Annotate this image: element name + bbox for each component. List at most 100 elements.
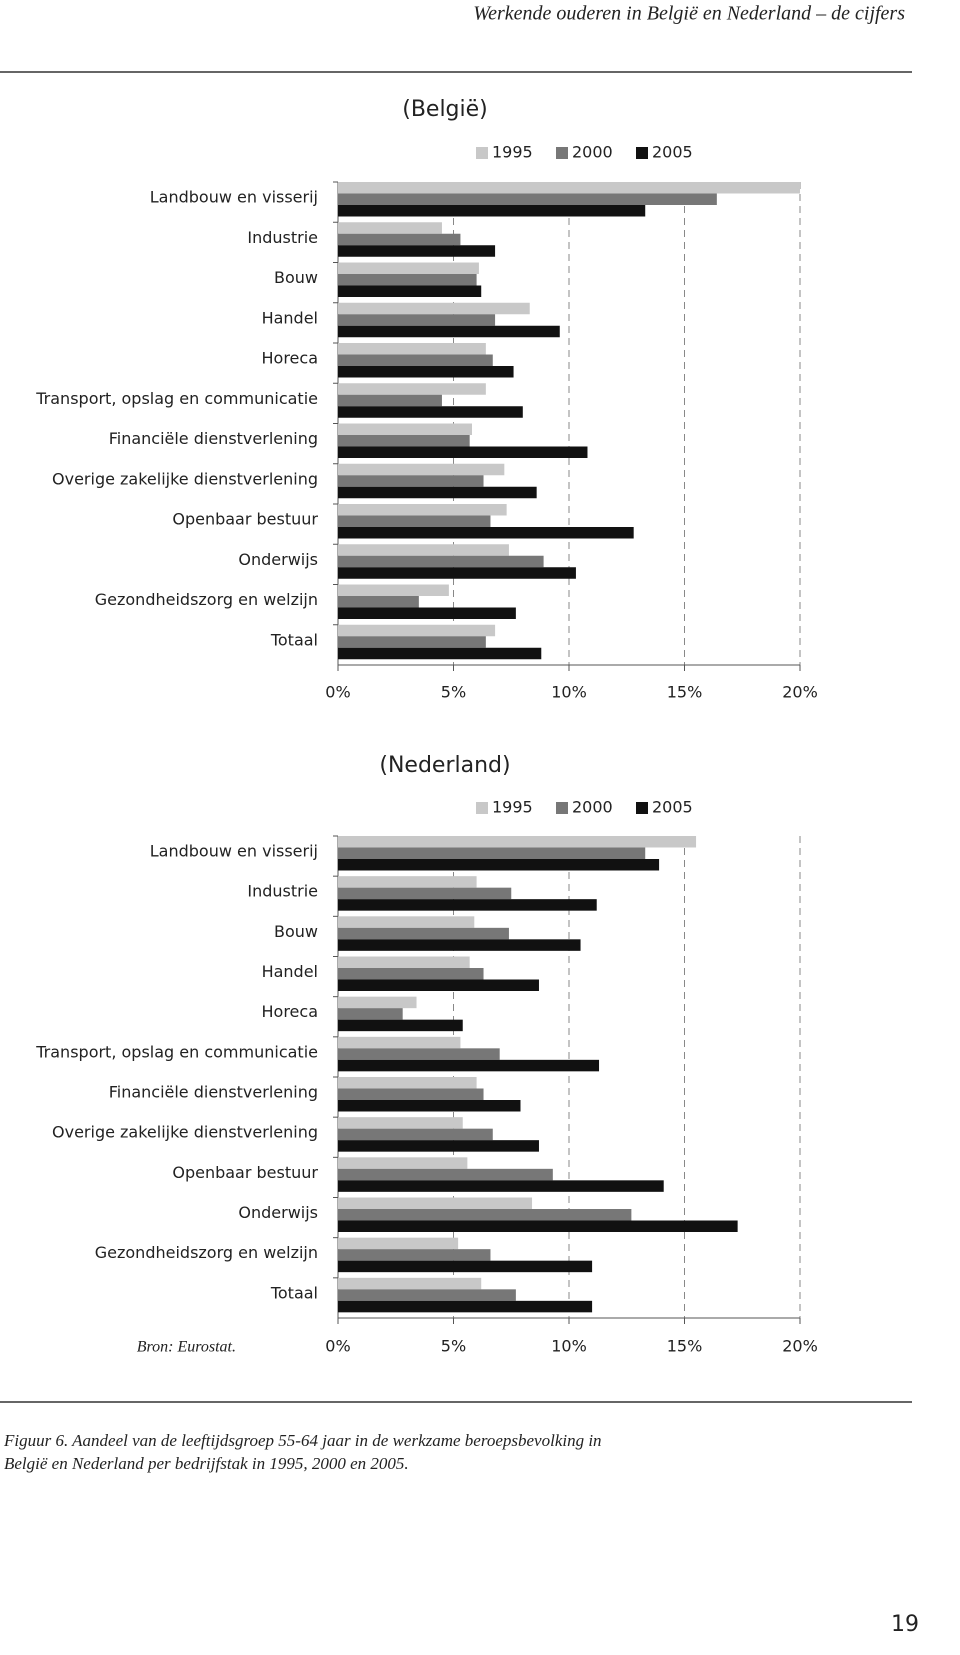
bar bbox=[338, 567, 576, 579]
bar bbox=[338, 1260, 593, 1273]
bar bbox=[338, 446, 588, 458]
legend-label: 1995 bbox=[492, 143, 533, 162]
bar bbox=[338, 1059, 600, 1072]
source-note: Bron: Eurostat. bbox=[137, 1339, 236, 1356]
bar bbox=[338, 423, 472, 435]
legend-label: 2005 bbox=[652, 143, 693, 162]
bar bbox=[338, 647, 542, 660]
bar bbox=[338, 1048, 500, 1060]
legend-label: 2000 bbox=[572, 798, 613, 817]
bar bbox=[338, 555, 544, 568]
bar bbox=[338, 1289, 516, 1301]
bar bbox=[338, 274, 477, 286]
caption-line: België en Nederland per bedrijfstak in 1… bbox=[4, 1454, 409, 1473]
x-tick-label: 15% bbox=[667, 1337, 703, 1356]
bar bbox=[338, 504, 507, 516]
bar bbox=[338, 314, 496, 326]
bar bbox=[338, 262, 479, 274]
y-tick-label: Bouw bbox=[274, 922, 318, 941]
bar bbox=[338, 847, 646, 859]
y-tick-label: Horeca bbox=[262, 349, 319, 368]
bar bbox=[338, 1100, 521, 1112]
bar bbox=[338, 1197, 533, 1209]
bar bbox=[338, 1088, 484, 1100]
bar bbox=[338, 285, 482, 297]
bar bbox=[338, 1008, 403, 1020]
legend-swatch bbox=[476, 802, 488, 814]
y-tick-label: Openbaar bestuur bbox=[172, 510, 318, 529]
x-tick-label: 20% bbox=[782, 683, 818, 702]
bar bbox=[338, 486, 537, 499]
bar bbox=[338, 859, 660, 871]
bar bbox=[338, 876, 477, 888]
legend-swatch bbox=[476, 147, 488, 159]
x-tick-label: 20% bbox=[782, 1337, 818, 1356]
bar bbox=[338, 1220, 738, 1232]
bar bbox=[338, 463, 505, 476]
y-tick-label: Overige zakelijke dienstverlening bbox=[52, 469, 318, 488]
bar bbox=[338, 1277, 482, 1290]
bar bbox=[338, 916, 475, 928]
y-tick-label: Financiële dienstverlening bbox=[109, 429, 318, 448]
legend-swatch bbox=[556, 802, 568, 814]
bar bbox=[338, 366, 514, 378]
bar bbox=[338, 515, 491, 527]
bar bbox=[338, 1168, 553, 1181]
y-tick-label: Gezondheidszorg en welzijn bbox=[95, 1243, 318, 1262]
y-tick-label: Transport, opslag en communicatie bbox=[35, 389, 318, 408]
legend-label: 2005 bbox=[652, 798, 693, 817]
bar bbox=[338, 1077, 477, 1089]
legend-label: 1995 bbox=[492, 798, 533, 817]
y-tick-label: Financiële dienstverlening bbox=[109, 1083, 318, 1102]
bar bbox=[338, 996, 417, 1009]
y-tick-label: Overige zakelijke dienstverlening bbox=[52, 1123, 318, 1142]
bar bbox=[338, 343, 486, 355]
bar bbox=[338, 968, 484, 980]
chart-title: (België) bbox=[402, 97, 488, 122]
bar bbox=[338, 205, 646, 217]
x-tick-label: 10% bbox=[551, 683, 587, 702]
bar bbox=[338, 435, 470, 447]
bar bbox=[338, 1209, 632, 1221]
bar bbox=[338, 836, 697, 848]
y-tick-label: Handel bbox=[262, 962, 318, 981]
y-tick-label: Totaal bbox=[270, 1283, 318, 1302]
bar bbox=[338, 475, 484, 487]
bar bbox=[338, 1117, 463, 1129]
x-tick-label: 5% bbox=[441, 1337, 466, 1356]
legend-swatch bbox=[636, 802, 648, 814]
bar bbox=[338, 636, 486, 648]
x-tick-label: 15% bbox=[667, 683, 703, 702]
x-tick-label: 10% bbox=[551, 1337, 587, 1356]
bar bbox=[338, 182, 800, 194]
bar bbox=[338, 233, 461, 246]
legend-label: 2000 bbox=[572, 143, 613, 162]
bar bbox=[338, 979, 539, 991]
bar bbox=[338, 245, 496, 257]
bar bbox=[338, 956, 470, 968]
y-tick-label: Industrie bbox=[247, 882, 318, 901]
bar bbox=[338, 1237, 459, 1250]
bar bbox=[338, 939, 581, 951]
y-tick-label: Industrie bbox=[247, 228, 318, 247]
bar bbox=[338, 1019, 463, 1032]
bar bbox=[338, 302, 530, 315]
y-tick-label: Bouw bbox=[274, 268, 318, 287]
y-tick-label: Handel bbox=[262, 308, 318, 327]
bar bbox=[338, 406, 523, 418]
bar bbox=[338, 222, 442, 234]
caption-line: Figuur 6. Aandeel van de leeftijdsgroep … bbox=[3, 1431, 602, 1450]
legend-swatch bbox=[636, 147, 648, 159]
bar bbox=[338, 584, 449, 596]
bar bbox=[338, 1157, 468, 1169]
chart-title: (Nederland) bbox=[379, 753, 510, 778]
y-tick-label: Horeca bbox=[262, 1002, 319, 1021]
bar bbox=[338, 1249, 491, 1261]
y-tick-label: Onderwijs bbox=[238, 1203, 318, 1222]
bar bbox=[338, 887, 512, 900]
y-tick-label: Landbouw en visserij bbox=[150, 188, 318, 207]
bar bbox=[338, 1128, 493, 1141]
bar bbox=[338, 927, 509, 940]
bar bbox=[338, 899, 597, 911]
